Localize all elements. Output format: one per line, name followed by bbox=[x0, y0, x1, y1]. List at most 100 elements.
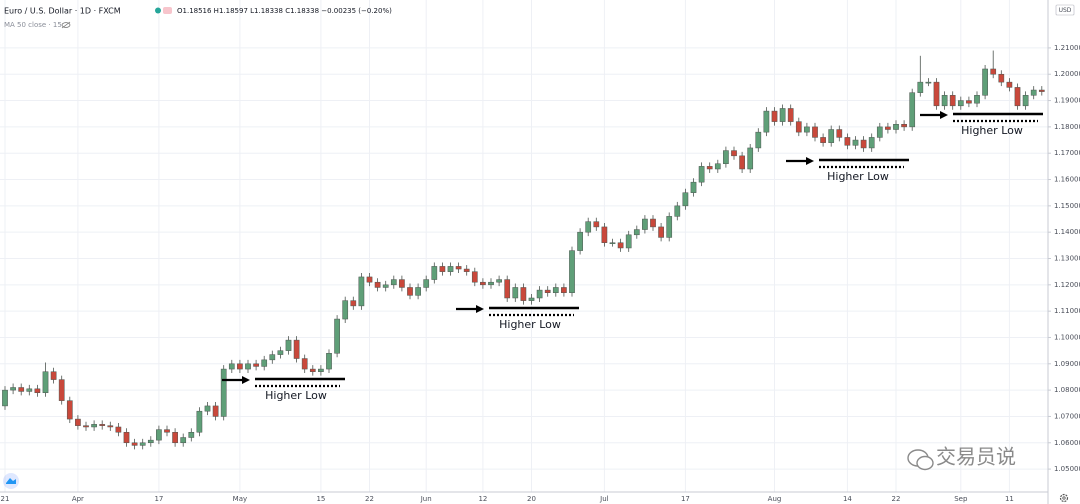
candle-body bbox=[617, 242, 624, 249]
candle-body bbox=[1022, 95, 1029, 107]
candle-body bbox=[755, 131, 762, 149]
x-tick-label: 22 bbox=[892, 495, 901, 503]
candle-body bbox=[771, 110, 778, 122]
candle-body bbox=[237, 363, 243, 370]
x-tick-label: May bbox=[233, 495, 247, 503]
candle-body bbox=[723, 150, 729, 164]
symbol-title: Euro / U.S. Dollar · 1D · FXCM bbox=[4, 7, 121, 16]
annotation-label: Higher Low bbox=[265, 389, 327, 402]
logo[interactable] bbox=[3, 473, 19, 489]
candle-body bbox=[625, 234, 632, 249]
candle-body bbox=[334, 318, 340, 354]
candle-body bbox=[196, 410, 203, 433]
candle-body bbox=[731, 150, 737, 157]
candle-body bbox=[42, 371, 49, 394]
candle-body bbox=[480, 281, 486, 286]
annotation-label: Higher Low bbox=[827, 170, 889, 183]
candle-body bbox=[447, 266, 454, 272]
candle-body bbox=[593, 221, 600, 228]
candle-body bbox=[1038, 89, 1045, 92]
y-tick-label: 1.16000 bbox=[1054, 176, 1080, 184]
y-tick-label: 1.13000 bbox=[1054, 255, 1080, 263]
candle-body bbox=[180, 437, 187, 444]
candle-body bbox=[66, 400, 73, 420]
candle-body bbox=[520, 287, 527, 301]
candle-body bbox=[577, 231, 583, 251]
candle-body bbox=[690, 181, 697, 193]
candle-body bbox=[75, 418, 81, 426]
currency-box[interactable] bbox=[1055, 4, 1075, 16]
candle-body bbox=[804, 126, 810, 133]
candle-body bbox=[204, 405, 211, 412]
x-tick-label: 22 bbox=[365, 495, 374, 503]
candle-body bbox=[876, 126, 883, 138]
candle-body bbox=[642, 218, 648, 230]
candle-body bbox=[220, 368, 227, 417]
candle-body bbox=[488, 281, 494, 286]
annotation-label: Higher Low bbox=[961, 124, 1023, 137]
candle-body bbox=[706, 166, 713, 170]
grid bbox=[0, 0, 1048, 492]
x-tick-label: 21 bbox=[1, 495, 10, 503]
candle-body bbox=[747, 147, 754, 170]
arrow-head bbox=[940, 111, 948, 119]
arrow-head bbox=[242, 376, 250, 384]
candle-body bbox=[998, 73, 1005, 83]
candle-body bbox=[666, 216, 673, 238]
candle-body bbox=[941, 95, 948, 107]
candle-body bbox=[439, 266, 446, 272]
candle-body bbox=[844, 137, 851, 146]
candle-body bbox=[399, 279, 405, 288]
y-tick-label: 1.08000 bbox=[1054, 386, 1080, 394]
candle-body bbox=[99, 424, 106, 426]
candle-body bbox=[698, 166, 705, 183]
candle-body bbox=[836, 129, 843, 138]
candle-body bbox=[212, 405, 219, 417]
candle-body bbox=[868, 137, 875, 149]
candle-body bbox=[795, 121, 802, 133]
candle-body bbox=[455, 266, 462, 270]
x-tick-label: 20 bbox=[527, 495, 536, 503]
settings-icon[interactable] bbox=[1059, 493, 1069, 503]
candle-body bbox=[350, 300, 357, 307]
candle-body bbox=[147, 439, 154, 444]
x-tick-label: Apr bbox=[72, 495, 84, 503]
candle-body bbox=[536, 289, 543, 299]
candle-body bbox=[91, 424, 97, 428]
candle-body bbox=[779, 108, 786, 122]
candle-body bbox=[633, 229, 640, 236]
candle-body bbox=[1030, 89, 1037, 96]
candle-body bbox=[374, 281, 381, 288]
candle-body bbox=[309, 368, 316, 372]
candle-body bbox=[172, 431, 178, 444]
y-tick-label: 1.14000 bbox=[1054, 228, 1080, 236]
candle-body bbox=[390, 279, 397, 286]
x-tick-label: 17 bbox=[681, 495, 690, 503]
candle-body bbox=[285, 339, 292, 351]
candle-body bbox=[1014, 87, 1021, 107]
candle-body bbox=[544, 289, 551, 293]
candle-body bbox=[156, 429, 162, 441]
y-tick-label: 1.15000 bbox=[1054, 202, 1080, 210]
candle-body bbox=[512, 287, 519, 299]
x-tick-label: 12 bbox=[478, 495, 487, 503]
candle-body bbox=[407, 287, 413, 296]
candle-body bbox=[471, 271, 478, 283]
y-tick-label: 1.11000 bbox=[1054, 307, 1080, 315]
candle-body bbox=[1006, 81, 1013, 88]
candles bbox=[2, 50, 1045, 450]
candle-body bbox=[933, 81, 940, 107]
x-tick-label: Sep bbox=[954, 495, 968, 503]
arrow-head bbox=[806, 157, 814, 165]
candle-body bbox=[714, 163, 721, 170]
x-tick-label: Aug bbox=[768, 495, 782, 503]
candle-body bbox=[852, 139, 859, 146]
y-tick-label: 1.09000 bbox=[1054, 360, 1080, 368]
candle-body bbox=[245, 363, 251, 370]
y-tick-label: 1.06000 bbox=[1054, 439, 1080, 447]
candle-body bbox=[820, 137, 826, 143]
eye-icon[interactable] bbox=[61, 21, 71, 29]
candle-body bbox=[658, 226, 664, 238]
